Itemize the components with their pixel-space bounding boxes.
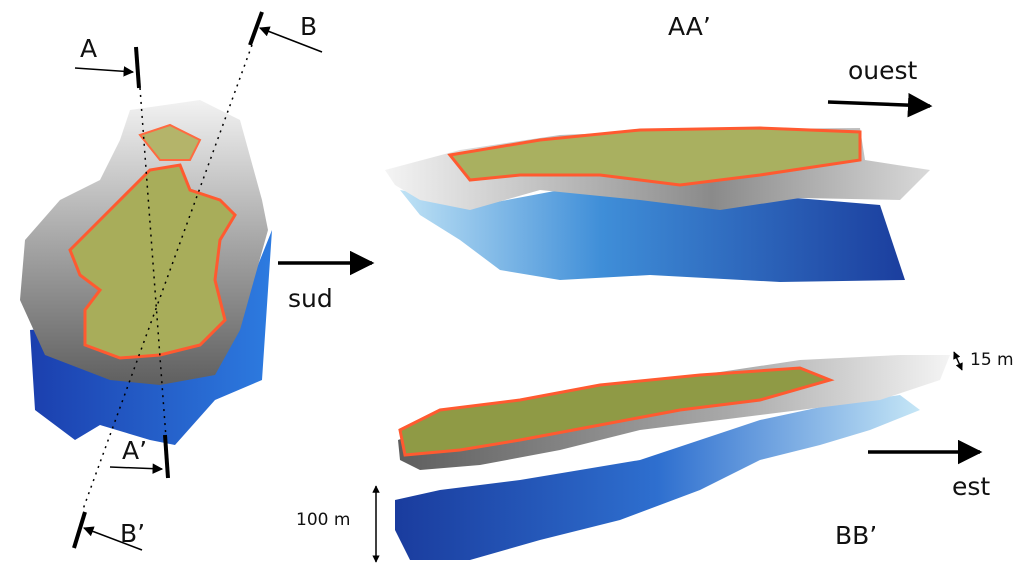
- arrow: [109, 463, 164, 474]
- arrow: [259, 26, 323, 53]
- cut-mark: [163, 434, 170, 479]
- cut-mark: [248, 11, 264, 46]
- section-line-bb: [81, 44, 253, 513]
- arrow: [83, 526, 143, 551]
- direction-label: est: [952, 472, 990, 501]
- section-bb: [395, 355, 950, 560]
- cut-mark: [72, 511, 87, 549]
- arrow: [74, 66, 135, 77]
- section-aa: [385, 126, 930, 282]
- label: B: [300, 12, 317, 41]
- direction-label: sud: [288, 284, 333, 313]
- label: A’: [122, 436, 147, 465]
- section-title: AA’: [668, 12, 711, 41]
- direction-arrow: [827, 92, 933, 118]
- section-title: BB’: [835, 521, 877, 550]
- label: B’: [120, 519, 145, 548]
- scale-label: 15 m: [970, 350, 1014, 370]
- scale-label: 100 m: [296, 510, 350, 530]
- section-line-aa: [139, 87, 167, 439]
- direction-label: ouest: [848, 56, 918, 85]
- cut-mark: [134, 46, 141, 89]
- terrain-map: [20, 100, 272, 445]
- label: A: [80, 34, 97, 63]
- scale-arrow: [953, 351, 963, 371]
